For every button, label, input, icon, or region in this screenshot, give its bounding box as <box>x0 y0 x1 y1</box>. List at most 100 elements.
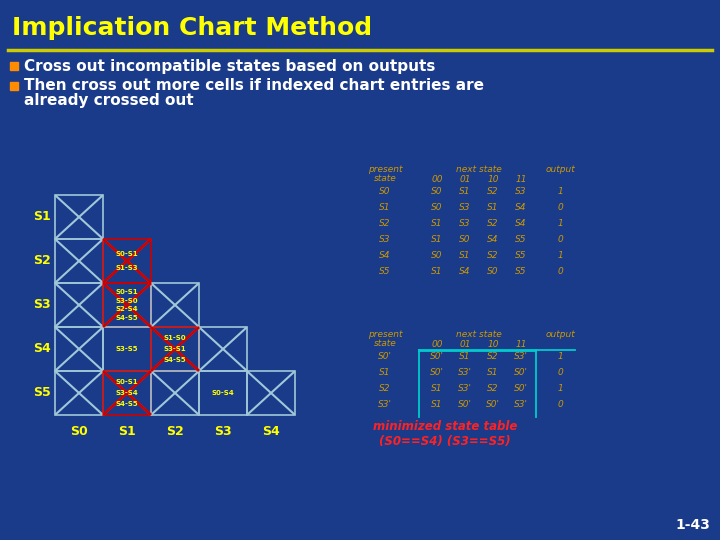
Bar <box>55 195 103 239</box>
Text: S2: S2 <box>487 251 499 260</box>
Text: output: output <box>545 330 575 339</box>
Text: S0: S0 <box>431 251 443 260</box>
Bar <box>151 283 199 327</box>
Text: S3-S0: S3-S0 <box>116 298 138 303</box>
Text: output: output <box>545 165 575 174</box>
Text: Implication Chart Method: Implication Chart Method <box>12 16 372 40</box>
Text: present: present <box>368 165 402 174</box>
Text: S2: S2 <box>487 352 499 361</box>
Text: S1: S1 <box>431 384 443 393</box>
Text: 1: 1 <box>557 187 563 196</box>
Text: S2: S2 <box>379 384 391 393</box>
Text: S1: S1 <box>118 425 136 438</box>
Text: 1: 1 <box>557 384 563 393</box>
Text: S2-S4: S2-S4 <box>116 306 138 313</box>
Text: 10: 10 <box>487 340 499 349</box>
Text: S3: S3 <box>33 299 51 312</box>
Text: S3-S5: S3-S5 <box>116 346 138 352</box>
Text: S0': S0' <box>430 352 444 361</box>
Text: 0: 0 <box>557 203 563 212</box>
Text: 1-43: 1-43 <box>675 518 710 532</box>
Text: S2: S2 <box>379 219 391 228</box>
Bar <box>10 82 18 90</box>
Text: S4: S4 <box>516 219 527 228</box>
Text: S1: S1 <box>459 251 471 260</box>
Text: next state: next state <box>456 165 502 174</box>
Text: S5: S5 <box>379 267 391 276</box>
Text: S1: S1 <box>379 368 391 377</box>
Bar <box>103 327 151 371</box>
Text: S4: S4 <box>487 235 499 244</box>
Bar <box>151 371 199 415</box>
Text: S2: S2 <box>166 425 184 438</box>
Text: 1: 1 <box>557 352 563 361</box>
Text: 10: 10 <box>487 175 499 184</box>
Text: S4-S5: S4-S5 <box>116 401 138 407</box>
Text: 00: 00 <box>431 175 443 184</box>
Bar <box>151 327 199 371</box>
Bar <box>55 327 103 371</box>
Text: S0: S0 <box>459 235 471 244</box>
Text: S3: S3 <box>214 425 232 438</box>
Text: 11: 11 <box>516 175 527 184</box>
Bar <box>199 371 247 415</box>
Text: 00: 00 <box>431 340 443 349</box>
Text: S5: S5 <box>516 235 527 244</box>
Text: S3': S3' <box>514 352 528 361</box>
Text: S5: S5 <box>516 267 527 276</box>
Bar <box>55 239 103 283</box>
Text: S1-S0: S1-S0 <box>163 335 186 341</box>
Text: 0: 0 <box>557 267 563 276</box>
Bar <box>199 327 247 371</box>
Bar <box>55 371 103 415</box>
Text: S3': S3' <box>458 368 472 377</box>
Text: S0': S0' <box>486 400 500 409</box>
Text: S0': S0' <box>430 368 444 377</box>
Text: S3': S3' <box>458 384 472 393</box>
Text: 01: 01 <box>459 175 471 184</box>
Text: S2: S2 <box>487 219 499 228</box>
Text: S4-S5: S4-S5 <box>116 315 138 321</box>
Text: S0-S4: S0-S4 <box>212 390 235 396</box>
Text: S4: S4 <box>516 203 527 212</box>
Text: S3: S3 <box>459 203 471 212</box>
Text: S1: S1 <box>459 187 471 196</box>
Text: S4: S4 <box>33 342 51 355</box>
Text: 0: 0 <box>557 400 563 409</box>
Text: S0: S0 <box>431 203 443 212</box>
Text: S2: S2 <box>33 254 51 267</box>
Bar <box>55 283 103 327</box>
Text: Then cross out more cells if indexed chart entries are: Then cross out more cells if indexed cha… <box>24 78 484 93</box>
Text: S0-S1: S0-S1 <box>116 251 138 256</box>
Text: S0': S0' <box>378 352 392 361</box>
Text: S0: S0 <box>431 187 443 196</box>
Text: S1: S1 <box>431 235 443 244</box>
Text: S3: S3 <box>459 219 471 228</box>
Text: S1: S1 <box>431 400 443 409</box>
Text: S5: S5 <box>516 251 527 260</box>
Text: S1: S1 <box>487 203 499 212</box>
Bar <box>103 371 151 415</box>
Text: S4-S5: S4-S5 <box>163 357 186 363</box>
Text: 1: 1 <box>557 251 563 260</box>
Text: S1: S1 <box>431 267 443 276</box>
Text: state: state <box>374 174 397 183</box>
Text: S0': S0' <box>458 400 472 409</box>
Text: S0: S0 <box>379 187 391 196</box>
Text: present: present <box>368 330 402 339</box>
Text: S4: S4 <box>379 251 391 260</box>
Text: S0: S0 <box>487 267 499 276</box>
Text: S1: S1 <box>459 352 471 361</box>
Text: 0: 0 <box>557 368 563 377</box>
Bar <box>103 239 151 283</box>
Text: already crossed out: already crossed out <box>24 92 194 107</box>
Text: S3-S4: S3-S4 <box>116 390 138 396</box>
Text: S0-S1: S0-S1 <box>116 289 138 295</box>
Text: S4: S4 <box>262 425 280 438</box>
Text: S1: S1 <box>33 211 51 224</box>
Text: S1-S3: S1-S3 <box>116 265 138 271</box>
Text: 11: 11 <box>516 340 527 349</box>
Text: S4: S4 <box>459 267 471 276</box>
Bar <box>103 283 151 327</box>
Text: state: state <box>374 339 397 348</box>
